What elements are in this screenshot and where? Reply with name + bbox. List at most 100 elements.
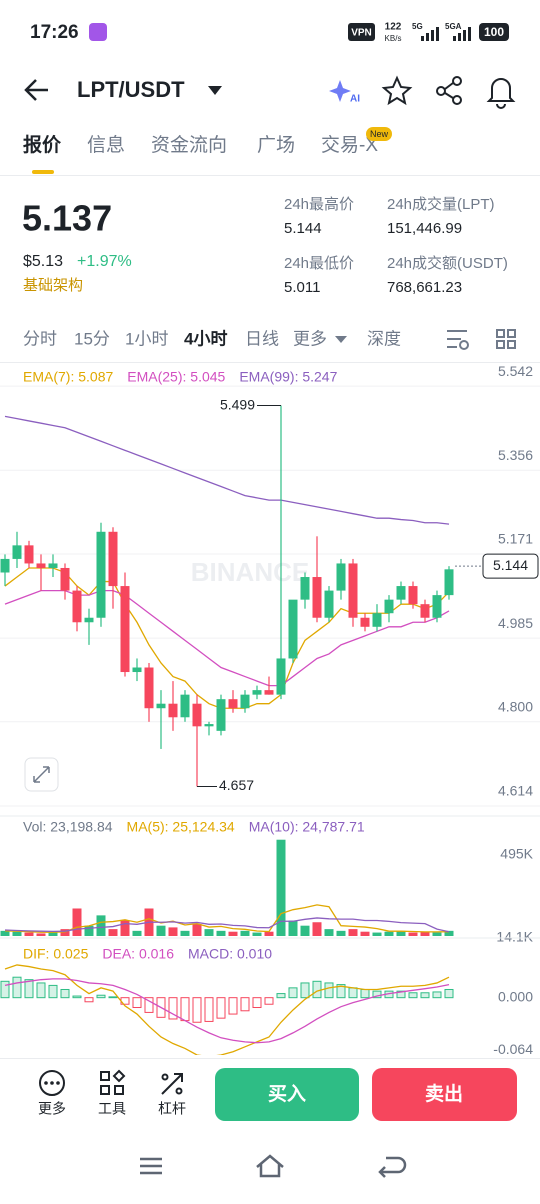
more-dropdown[interactable] [335, 336, 347, 343]
macd-bar [300, 982, 310, 999]
tool-label[interactable]: 杠杆 [158, 1101, 186, 1117]
stat-value: 151,446.99 [387, 220, 462, 237]
more-icon[interactable] [39, 1070, 65, 1096]
macd-bar [408, 992, 418, 999]
volume-bar [192, 923, 202, 936]
indicator-settings[interactable] [447, 330, 469, 350]
pair-dropdown[interactable] [208, 86, 222, 95]
volume-bar [384, 931, 394, 936]
y-tick-label: 5.171 [498, 531, 533, 547]
buy-button[interactable] [215, 1068, 359, 1121]
leverage-icon[interactable] [161, 1073, 183, 1095]
ai-icon[interactable] [329, 80, 351, 102]
candle-body [168, 703, 178, 718]
legend-entry: MACD: 0.010 [188, 946, 272, 962]
interval[interactable]: 分时 [23, 329, 57, 348]
high-label: 5.499 [220, 396, 255, 412]
interval[interactable]: 1小时 [125, 329, 168, 348]
macd-bar [84, 997, 94, 1003]
share-button[interactable] [436, 76, 462, 105]
candle-body [96, 531, 106, 618]
candle-body [108, 531, 118, 587]
favorite-button[interactable] [381, 75, 413, 106]
macd-bar [228, 997, 238, 1015]
interval[interactable]: 15分 [74, 329, 110, 348]
candle-body [444, 569, 454, 596]
volume-bar [60, 929, 70, 936]
candle-body [228, 699, 238, 709]
macd-bar [216, 997, 226, 1019]
candle-body [408, 586, 418, 605]
price-change: +1.97% [77, 253, 132, 270]
macd-bar [96, 994, 106, 999]
volume-bar [372, 932, 382, 936]
expand-icon [33, 766, 50, 783]
volume-bar [84, 925, 94, 936]
candle-body [24, 545, 34, 564]
signal-2 [453, 27, 471, 41]
back-button[interactable] [24, 79, 48, 101]
macd-bar [336, 984, 346, 999]
candle-body [240, 694, 250, 709]
category-tag[interactable]: 基础架构 [23, 277, 83, 294]
candle-body [252, 690, 262, 695]
volume-bar [0, 930, 10, 936]
indicator-line [4, 904, 450, 933]
macd-bar [396, 990, 406, 999]
indicator-line [4, 415, 450, 525]
y-tick-label: 5.542 [498, 363, 533, 379]
candle-body [48, 563, 58, 568]
candle-body [72, 590, 82, 623]
interval[interactable]: 日线 [245, 329, 279, 348]
interval[interactable]: 深度 [367, 329, 401, 348]
sell-label[interactable]: 卖出 [425, 1082, 463, 1105]
nav-back[interactable] [378, 1156, 407, 1178]
volume-bar [72, 908, 82, 936]
alert-button[interactable] [486, 78, 516, 109]
candle-body [132, 667, 142, 673]
pair-title[interactable]: LPT/USDT [77, 77, 185, 102]
macd-bar [264, 997, 274, 1005]
stat-label: 24h最低价 [284, 255, 354, 272]
nav-menu[interactable] [140, 1157, 162, 1175]
legend-entry: EMA(7): 5.087 [23, 369, 113, 385]
y-tick-label: 4.614 [498, 783, 533, 799]
buy-label[interactable]: 买入 [268, 1083, 306, 1105]
y-tick-label: 5.356 [498, 447, 533, 463]
tab[interactable]: 交易-X [321, 134, 378, 156]
candle-body [12, 545, 22, 559]
tab[interactable]: 信息 [87, 134, 125, 156]
y-tick-label: 4.985 [498, 615, 533, 631]
volume-bar [324, 929, 334, 936]
legend-entry: MA(10): 24,787.71 [249, 819, 365, 835]
volume-bar [348, 929, 358, 936]
y-tick-label: 4.800 [498, 699, 533, 715]
interval-active[interactable]: 4小时 [184, 329, 227, 348]
layout-button[interactable] [496, 329, 516, 349]
tool-label[interactable]: 更多 [38, 1101, 66, 1117]
stat-label: 24h成交量(LPT) [387, 195, 495, 213]
candle-body [156, 703, 166, 709]
candle-body [180, 694, 190, 718]
macd-bar [0, 980, 10, 999]
tools-icon[interactable] [100, 1069, 126, 1095]
interval[interactable]: 更多 [293, 329, 327, 348]
candle-body [360, 617, 370, 627]
net-type-2: 5GA [445, 22, 462, 31]
tab[interactable]: 报价 [23, 133, 62, 156]
nav-home[interactable] [256, 1154, 284, 1178]
watermark: BINANCE [191, 557, 309, 587]
tab[interactable]: 资金流向 [151, 134, 227, 156]
macd-bar [432, 991, 442, 999]
stat-value: 5.011 [284, 279, 320, 296]
vpn-badge [348, 23, 375, 41]
battery-level: 100 [484, 25, 504, 39]
sell-button[interactable] [372, 1068, 517, 1121]
volume-bar [168, 927, 178, 936]
tab[interactable]: 广场 [257, 134, 295, 156]
macd-bar [60, 988, 70, 999]
net-speed-unit: KB/s [385, 34, 402, 43]
tool-label[interactable]: 工具 [98, 1101, 126, 1117]
candle-body [300, 577, 310, 600]
macd-bar [420, 992, 430, 999]
